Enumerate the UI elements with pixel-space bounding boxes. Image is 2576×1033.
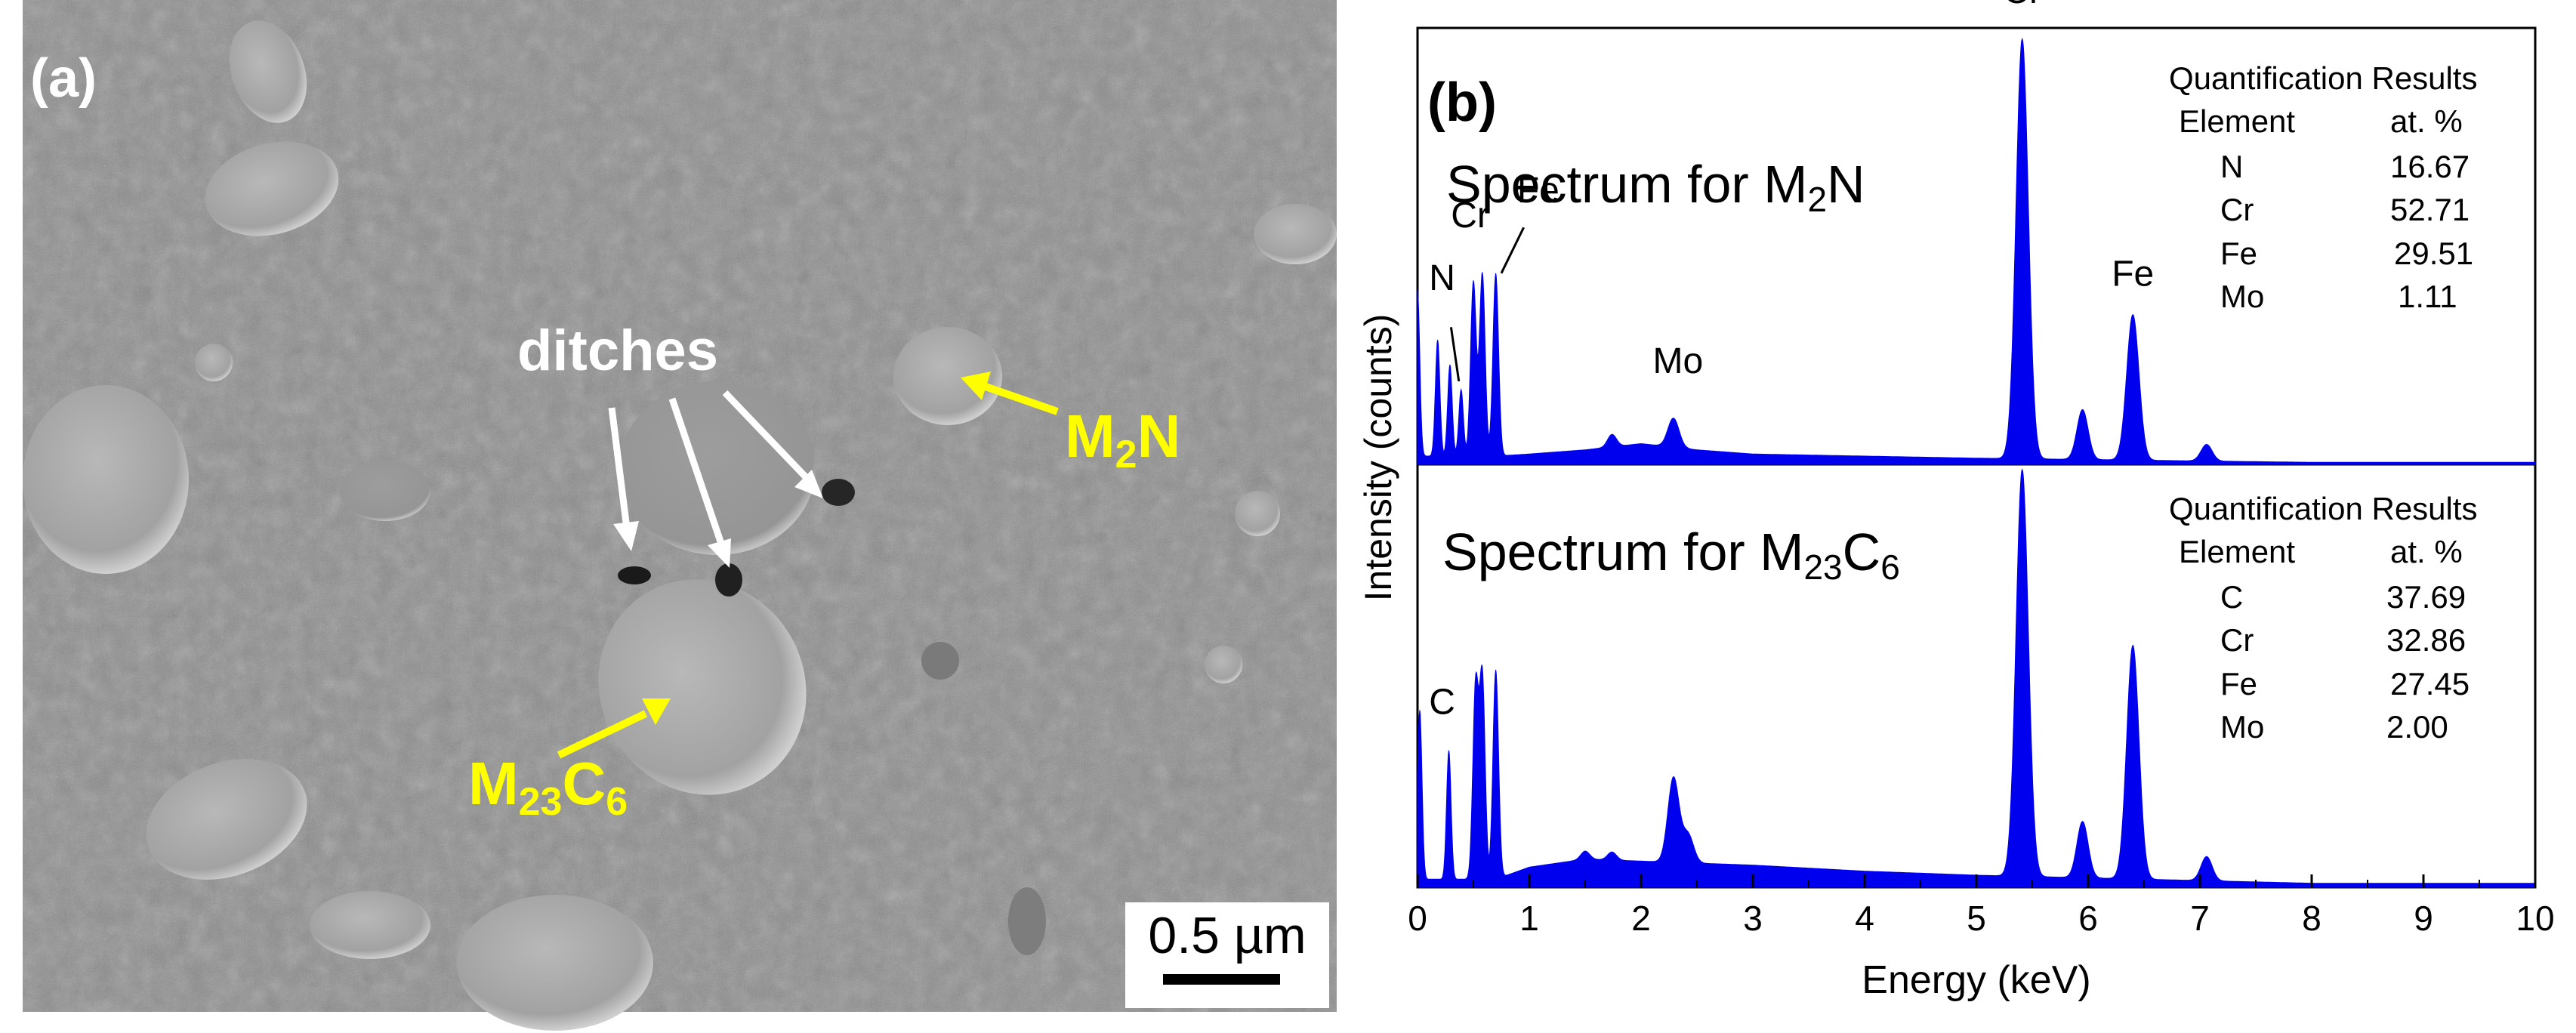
quant-col-atpct: at. % — [2390, 103, 2463, 139]
x-tick-label: 2 — [1631, 899, 1651, 938]
spectrum-m2n: N Cr Fe Mo Cr Fe — [1417, 0, 2536, 465]
eds-chart: (b) N Cr Fe Mo Cr Fe C Spectrum for M2N Spect… — [1357, 0, 2555, 1002]
m2n-label: M2N — [1065, 402, 1180, 476]
y-axis-label: Intensity (counts) — [1357, 314, 1399, 602]
peak-label: Mo — [1652, 341, 1703, 381]
quant-value: 29.51 — [2394, 236, 2473, 271]
panel-b-label: (b) — [1427, 72, 1497, 133]
particle — [340, 461, 430, 521]
peak-label: Cr — [1451, 196, 1489, 236]
scale-bar-box — [1125, 902, 1329, 1008]
quant-value: 16.67 — [2390, 149, 2470, 184]
x-tick-label: 4 — [1855, 899, 1874, 938]
panel-a-label: (a) — [30, 48, 97, 109]
particle — [619, 381, 816, 555]
sem-micrograph: (a) ditches M2N M23C6 0.5 µm — [23, 0, 1337, 1031]
quant-value: 2.00 — [2386, 709, 2448, 745]
quant-element: Cr — [2220, 192, 2254, 227]
peak-label: Cr — [2003, 0, 2041, 11]
quant-value: 32.86 — [2386, 622, 2466, 658]
quant-element: Fe — [2220, 666, 2257, 702]
x-tick-label: 5 — [1967, 899, 1986, 938]
x-tick-label: 7 — [2190, 899, 2210, 938]
particle — [1254, 204, 1337, 264]
x-tick-label: 9 — [2414, 899, 2433, 938]
quant-value: 1.11 — [2398, 279, 2457, 314]
m2n-arrow — [984, 383, 1059, 415]
x-tick-label: 6 — [2078, 899, 2098, 938]
particle — [598, 579, 807, 795]
quant-element: C — [2220, 579, 2243, 615]
particle — [229, 20, 307, 123]
quant-element: N — [2220, 149, 2243, 184]
quant-table-m2n: Quantification Results Element at. % N 1… — [2169, 60, 2478, 314]
spectrum-title-m23c6: Spectrum for M23C6 — [1442, 523, 1900, 587]
spectrum-title-m2n: Spectrum for M2N — [1446, 155, 1865, 219]
x-tick-label: 10 — [2516, 899, 2554, 938]
x-tick-label: 8 — [2302, 899, 2321, 938]
particle — [23, 385, 189, 574]
x-axis-label: Energy (keV) — [1862, 958, 2090, 1002]
particle — [921, 642, 959, 680]
quant-element: Cr — [2220, 622, 2254, 658]
particle — [146, 759, 307, 880]
particles — [23, 20, 1337, 1031]
quant-element: Fe — [2220, 236, 2257, 271]
particle — [205, 141, 339, 236]
peak-label: Fe — [1517, 171, 1559, 211]
quant-header: Quantification Results — [2169, 60, 2478, 96]
m23c6-arrowhead — [642, 698, 671, 725]
peak-label: C — [1429, 683, 1455, 723]
spectrum-area-m2n — [1417, 37, 2536, 465]
ditch-arrows — [608, 390, 811, 545]
m23c6-arrow — [557, 710, 648, 759]
ditch-marks — [618, 479, 855, 597]
peak-pointer-arrow — [1449, 327, 1461, 382]
ditch-arrowheads — [613, 470, 823, 568]
particle — [457, 895, 653, 1031]
x-tick-label: 3 — [1743, 899, 1763, 938]
scale-bar-label: 0.5 µm — [1148, 907, 1306, 964]
quant-value: 37.69 — [2386, 579, 2466, 615]
peak-pointer-arrow — [1500, 227, 1525, 274]
m23c6-label: M23C6 — [468, 750, 628, 824]
quant-header: Quantification Results — [2169, 491, 2478, 526]
scale-bar-line — [1163, 974, 1280, 985]
ditches-label: ditches — [517, 319, 718, 383]
x-axis: 0 1 2 3 4 5 6 7 8 9 10 — [1408, 874, 2555, 938]
x-tick-label: 0 — [1408, 899, 1427, 938]
x-tick-label: 1 — [1519, 899, 1539, 938]
m2n-arrowhead — [961, 372, 991, 400]
quant-element: Mo — [2220, 709, 2264, 745]
quant-col-element: Element — [2179, 534, 2295, 569]
particle — [1235, 491, 1280, 536]
quant-value: 52.71 — [2390, 192, 2470, 227]
particle — [310, 891, 430, 959]
quant-col-element: Element — [2179, 103, 2295, 139]
quant-element: Mo — [2220, 279, 2264, 314]
particle — [893, 327, 1002, 425]
quant-table-m23c6: Quantification Results Element at. % C 3… — [2169, 491, 2478, 745]
particle — [1205, 646, 1242, 683]
quant-value: 27.45 — [2390, 666, 2470, 702]
particle — [1008, 887, 1046, 955]
peak-label: Fe — [2112, 254, 2154, 294]
quant-col-atpct: at. % — [2390, 534, 2463, 569]
particle — [195, 344, 233, 381]
peak-label: N — [1429, 258, 1455, 298]
